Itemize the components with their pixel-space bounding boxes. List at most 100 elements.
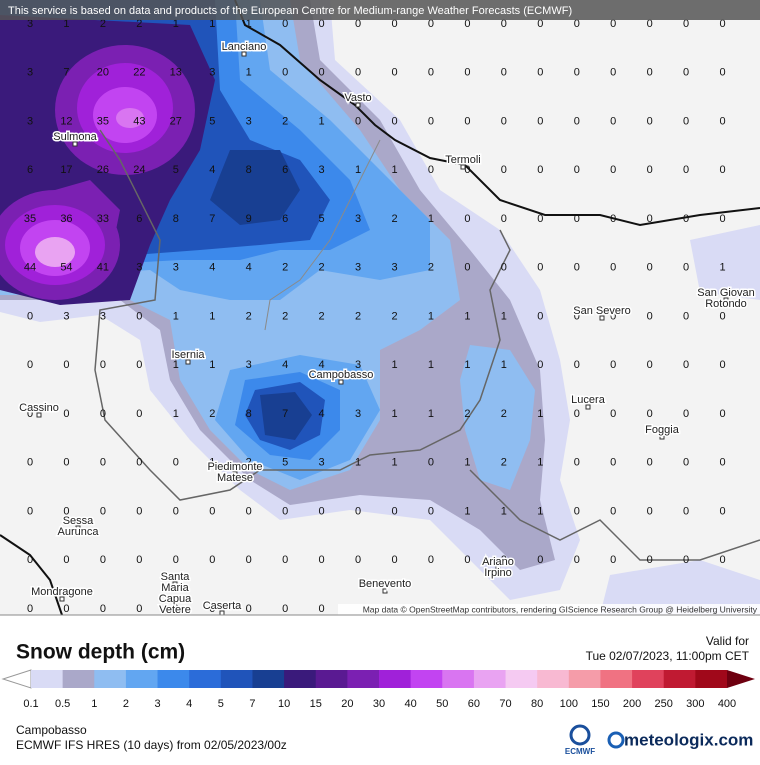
grid-value: 2: [501, 408, 507, 420]
grid-value: 1: [501, 505, 507, 517]
grid-value: 0: [683, 115, 689, 127]
grid-value: 27: [170, 115, 182, 127]
grid-value: 0: [27, 603, 33, 615]
grid-value: 1: [537, 408, 543, 420]
grid-value: 4: [319, 408, 325, 420]
city-label: Vetere: [159, 604, 191, 616]
legend-title: Snow depth (cm): [16, 641, 185, 664]
colorbar-label: 4: [186, 698, 192, 710]
valid-time: Tue 02/07/2023, 11:00pm CET: [586, 649, 750, 663]
grid-value: 0: [719, 310, 725, 322]
city-label: Irpino: [484, 567, 512, 579]
grid-value: 0: [27, 310, 33, 322]
grid-value: 3: [355, 213, 361, 225]
colorbar-swatch: [442, 670, 475, 688]
colorbar-swatch: [568, 670, 601, 688]
colorbar-label: 70: [499, 698, 511, 710]
grid-value: 0: [391, 67, 397, 79]
grid-value: 20: [97, 67, 109, 79]
grid-value: 0: [136, 408, 142, 420]
grid-value: 3: [27, 18, 33, 30]
grid-value: 0: [27, 408, 33, 420]
grid-value: 0: [391, 18, 397, 30]
grid-value: 0: [683, 67, 689, 79]
grid-value: 26: [97, 164, 109, 176]
grid-value: 41: [97, 262, 109, 274]
city-label: Sessa: [63, 515, 94, 527]
grid-value: 2: [464, 408, 470, 420]
colorbar-label: 80: [531, 698, 543, 710]
grid-value: 36: [60, 213, 72, 225]
grid-value: 3: [355, 359, 361, 371]
grid-value: 0: [428, 18, 434, 30]
grid-value: 8: [173, 213, 179, 225]
region-border: [469, 469, 760, 561]
region-border: [264, 139, 381, 331]
grid-value: 0: [719, 359, 725, 371]
colorbar-label: 15: [310, 698, 322, 710]
city-label: Caserta: [203, 600, 242, 612]
grid-value: 0: [610, 310, 616, 322]
city-label: Foggia: [645, 424, 680, 436]
city-label: Mondragone: [31, 586, 93, 598]
grid-value: 4: [209, 164, 215, 176]
city-label: Aurunca: [58, 526, 100, 538]
grid-value: 1: [355, 457, 361, 469]
grid-value: 0: [464, 115, 470, 127]
grid-value: 3: [27, 67, 33, 79]
grid-value: 0: [719, 554, 725, 566]
grid-value: 13: [170, 67, 182, 79]
grid-value: 0: [574, 67, 580, 79]
city-label: Lanciano: [222, 41, 267, 53]
grid-value: 0: [574, 408, 580, 420]
grid-value: 5: [319, 213, 325, 225]
grid-value: 0: [610, 164, 616, 176]
grid-value: 1: [173, 408, 179, 420]
grid-value: 0: [100, 603, 106, 615]
city-label: Campobasso: [309, 369, 374, 381]
grid-value: 0: [647, 359, 653, 371]
grid-value: 22: [133, 67, 145, 79]
grid-value: 0: [428, 554, 434, 566]
grid-value: 1: [173, 310, 179, 322]
location: Campobasso: [16, 723, 87, 737]
ecmwf-logo: [569, 724, 591, 746]
grid-value: 0: [647, 457, 653, 469]
grid-value: 2: [246, 457, 252, 469]
grid-value: 0: [537, 359, 543, 371]
grid-value: 0: [391, 505, 397, 517]
colorbar-swatch: [284, 670, 317, 688]
grid-value: 0: [537, 554, 543, 566]
grid-value: 1: [501, 310, 507, 322]
city-label: Rotondo: [705, 298, 747, 310]
grid-value: 0: [246, 505, 252, 517]
city-label: Sulmona: [53, 131, 97, 143]
grid-value: 0: [647, 18, 653, 30]
city-label: Piedimonte: [207, 461, 262, 473]
grid-value: 0: [63, 408, 69, 420]
grid-value: 3: [63, 310, 69, 322]
grid-value: 0: [282, 18, 288, 30]
grid-value: 4: [209, 262, 215, 274]
grid-value: 0: [647, 213, 653, 225]
grid-value: 0: [683, 408, 689, 420]
valid-label: Valid for: [706, 634, 749, 648]
grid-value: 0: [173, 457, 179, 469]
grid-value: 0: [282, 505, 288, 517]
grid-value: 1: [209, 457, 215, 469]
grid-value: 0: [574, 457, 580, 469]
grid-value: 1: [464, 310, 470, 322]
grid-value: 4: [319, 359, 325, 371]
grid-value: 1: [391, 164, 397, 176]
grid-value: 0: [209, 603, 215, 615]
grid-value: 7: [282, 408, 288, 420]
colorbar-label: 250: [655, 698, 673, 710]
colorbar-label: 10: [278, 698, 290, 710]
grid-value: 0: [501, 67, 507, 79]
colorbar-swatch: [125, 670, 159, 688]
grid-value: 0: [574, 359, 580, 371]
colorbar-label: 400: [718, 698, 736, 710]
colorbar-label: 40: [405, 698, 417, 710]
grid-value: 0: [574, 262, 580, 274]
